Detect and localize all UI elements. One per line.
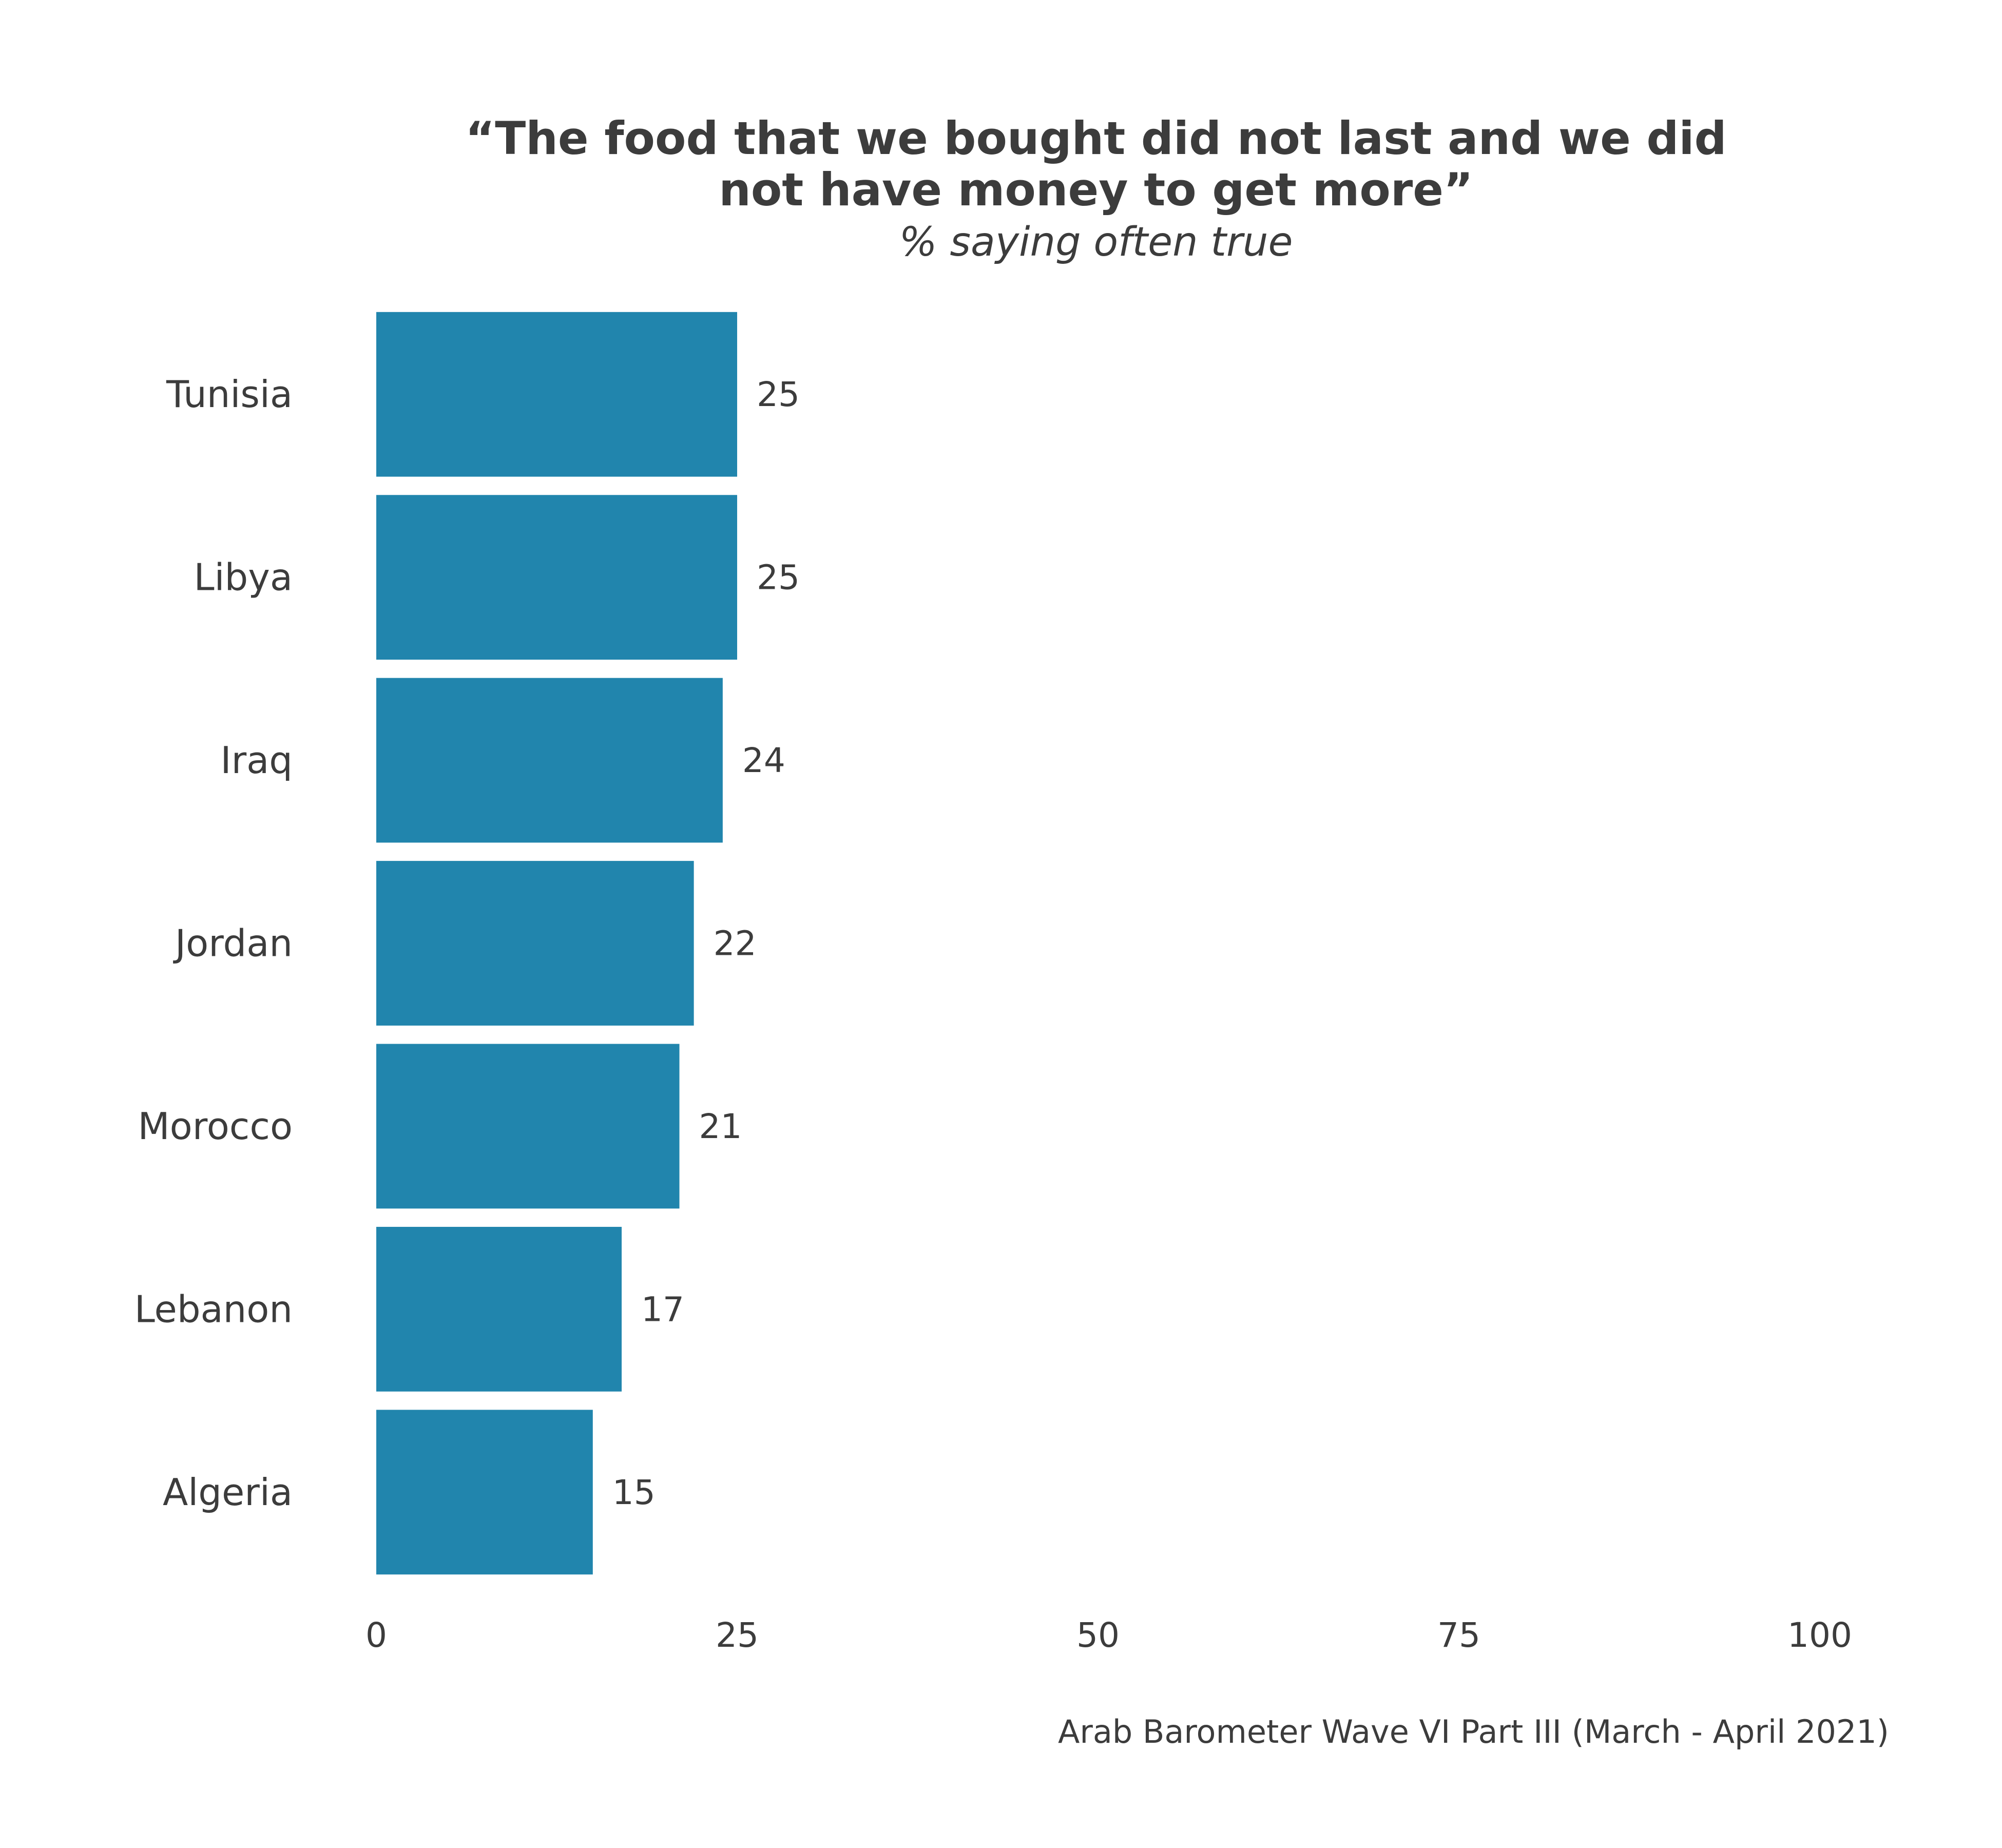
bar-lebanon <box>376 1226 622 1392</box>
x-tick-label-0: 0 <box>365 1615 387 1655</box>
value-labels-group: 25 25 24 22 21 17 15 <box>612 375 800 1512</box>
category-label-tunisia: Tunisia <box>166 373 293 416</box>
value-label-iraq: 24 <box>742 741 785 780</box>
x-axis: 0 25 50 75 100 <box>365 1615 1852 1655</box>
category-label-jordan: Jordan <box>173 922 293 965</box>
category-label-libya: Libya <box>194 556 293 599</box>
category-label-iraq: Iraq <box>220 739 293 782</box>
bar-tunisia <box>376 312 737 477</box>
bars-group <box>376 312 737 1575</box>
category-label-morocco: Morocco <box>138 1105 293 1148</box>
bar-libya <box>376 495 737 660</box>
bar-morocco <box>376 1044 680 1209</box>
value-label-algeria: 15 <box>612 1473 656 1512</box>
bar-jordan <box>376 861 694 1026</box>
value-label-lebanon: 17 <box>641 1289 684 1329</box>
x-tick-label-75: 75 <box>1437 1615 1480 1655</box>
chart-title-line-2: not have money to get more” <box>719 163 1473 216</box>
chart-title-line-1: “The food that we bought did not last an… <box>465 112 1726 165</box>
category-label-lebanon: Lebanon <box>134 1287 293 1331</box>
x-tick-label-50: 50 <box>1076 1615 1120 1655</box>
category-labels-group: Tunisia Libya Iraq Jordan Morocco Lebanon Alge… <box>134 373 293 1514</box>
value-label-morocco: 21 <box>699 1107 742 1146</box>
chart-subtitle: % saying often true <box>899 219 1293 265</box>
x-tick-label-25: 25 <box>716 1615 759 1655</box>
bar-iraq <box>376 678 723 843</box>
category-label-algeria: Algeria <box>163 1471 293 1514</box>
value-label-jordan: 22 <box>714 924 757 964</box>
x-tick-label-100: 100 <box>1787 1615 1852 1655</box>
bar-algeria <box>376 1410 593 1575</box>
chart-caption: Arab Barometer Wave VI Part III (March -… <box>1058 1713 1889 1750</box>
value-label-tunisia: 25 <box>757 375 800 414</box>
value-label-libya: 25 <box>757 558 800 598</box>
